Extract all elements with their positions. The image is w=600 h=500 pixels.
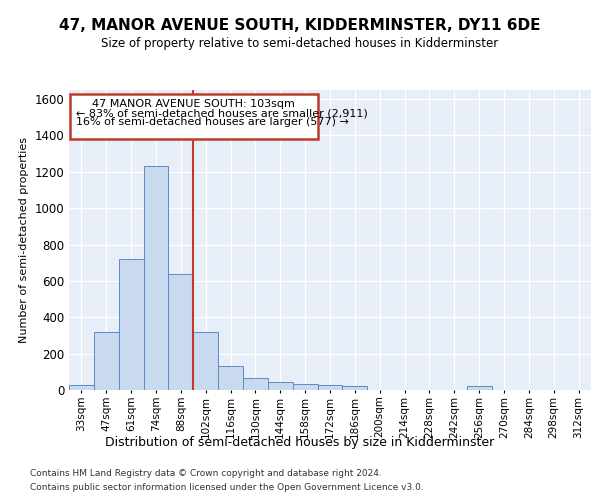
Bar (343, 386, 367, 390)
Bar (69, 384, 94, 390)
Bar (143, 166, 169, 390)
Text: 47 MANOR AVENUE SOUTH: 103sqm: 47 MANOR AVENUE SOUTH: 103sqm (92, 98, 295, 108)
Y-axis label: Number of semi-detached properties: Number of semi-detached properties (19, 137, 29, 343)
Bar (243, 378, 268, 390)
Bar (268, 382, 293, 390)
Bar (467, 386, 491, 390)
Bar (317, 386, 343, 390)
Bar (293, 384, 317, 390)
Text: Size of property relative to semi-detached houses in Kidderminster: Size of property relative to semi-detach… (101, 38, 499, 51)
Text: Contains public sector information licensed under the Open Government Licence v3: Contains public sector information licen… (30, 484, 424, 492)
Text: 16% of semi-detached houses are larger (577) →: 16% of semi-detached houses are larger (… (76, 118, 349, 128)
Text: ← 83% of semi-detached houses are smaller (2,911): ← 83% of semi-detached houses are smalle… (76, 108, 368, 118)
Text: Contains HM Land Registry data © Crown copyright and database right 2024.: Contains HM Land Registry data © Crown c… (30, 468, 382, 477)
Bar (218, 366, 243, 390)
FancyBboxPatch shape (70, 94, 317, 139)
Text: 47, MANOR AVENUE SOUTH, KIDDERMINSTER, DY11 6DE: 47, MANOR AVENUE SOUTH, KIDDERMINSTER, D… (59, 18, 541, 32)
Bar (193, 332, 218, 390)
Bar (119, 259, 143, 390)
Bar (94, 332, 119, 390)
Bar (169, 274, 193, 390)
Text: Distribution of semi-detached houses by size in Kidderminster: Distribution of semi-detached houses by … (106, 436, 494, 449)
